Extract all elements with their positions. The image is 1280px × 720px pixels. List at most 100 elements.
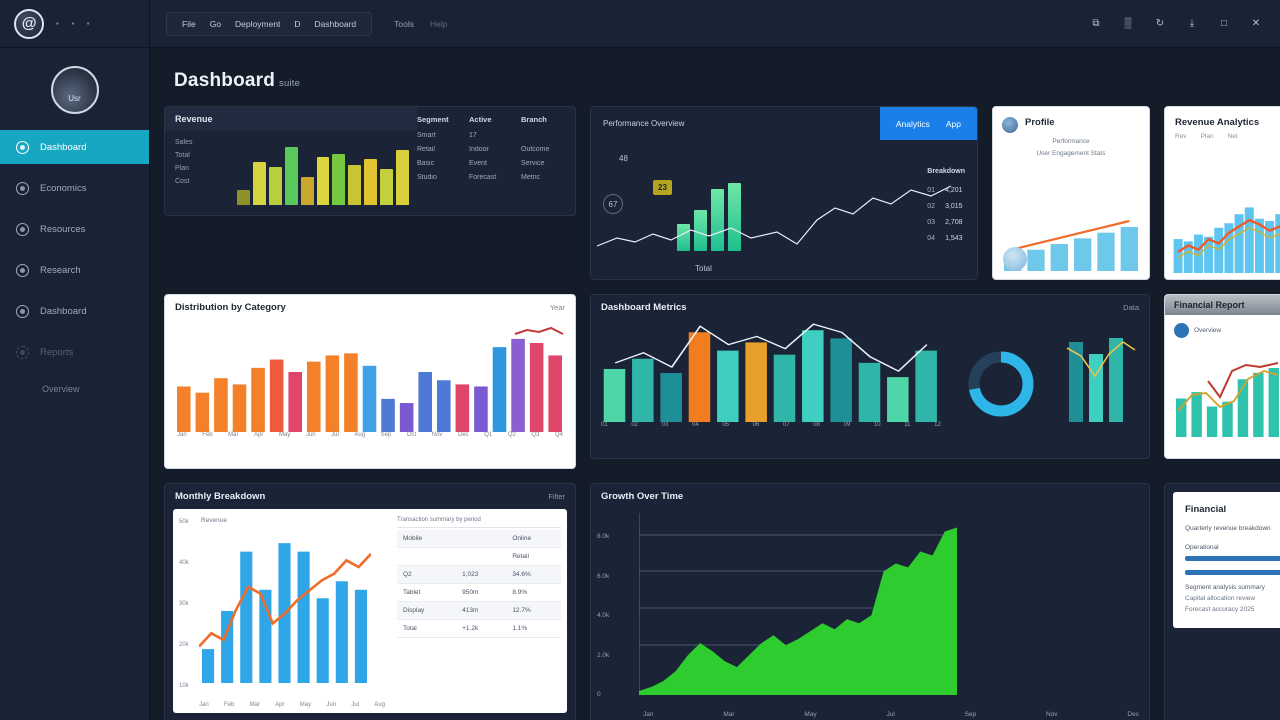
export-icon[interactable]: ⤓ bbox=[1189, 18, 1195, 29]
bar bbox=[1183, 241, 1193, 273]
breakdown-title: Monthly Breakdown bbox=[175, 491, 266, 502]
menu-item-deployment[interactable]: Deployment bbox=[235, 18, 281, 29]
table-row: Studio Forecast Metric bbox=[417, 174, 567, 181]
x-label: Dec bbox=[1127, 711, 1139, 718]
page-title: Dashboard suite bbox=[174, 70, 1262, 92]
x-label: 02 bbox=[631, 422, 639, 428]
table-row[interactable]: Tablet 950m 8.9% bbox=[397, 583, 561, 602]
profile-avatar-icon bbox=[1002, 117, 1018, 133]
menu-item-file[interactable]: File bbox=[182, 18, 196, 29]
growth-area-svg bbox=[639, 513, 957, 695]
breakdown-row: 04 1,543 bbox=[927, 235, 965, 242]
body-row: Usr Dashboard Economics Resources Resear… bbox=[0, 48, 1280, 720]
y-label: 50k bbox=[179, 519, 189, 525]
cell: Smart bbox=[417, 132, 436, 139]
x-label: 12 bbox=[934, 422, 941, 428]
cell: Outcome bbox=[521, 146, 550, 153]
progress-track-2 bbox=[1185, 570, 1280, 575]
x-label: 08 bbox=[813, 422, 820, 428]
menu-item-go[interactable]: Go bbox=[209, 18, 222, 29]
breakdown-chart-svg bbox=[199, 543, 371, 683]
bar bbox=[364, 158, 378, 205]
sidebar-item-dashboard[interactable]: Dashboard bbox=[0, 130, 149, 164]
tab-analytics[interactable]: Analytics bbox=[895, 118, 930, 129]
table-row[interactable]: Retail bbox=[397, 547, 561, 566]
bar bbox=[694, 209, 707, 251]
cell: 1,023 bbox=[456, 565, 507, 584]
bar bbox=[915, 350, 937, 422]
table-row[interactable]: Total +1.2k 1.1% bbox=[397, 619, 561, 638]
menu-item-dashboard[interactable]: Dashboard bbox=[314, 18, 357, 29]
refresh-icon[interactable]: ↻ bbox=[1155, 18, 1165, 29]
bar bbox=[396, 150, 409, 205]
report-badge-label: Overview bbox=[1194, 327, 1222, 334]
stat-panel-header: Revenue bbox=[165, 107, 417, 131]
bar bbox=[221, 610, 234, 683]
page-subtitle: suite bbox=[279, 78, 301, 89]
sidebar-item-economics[interactable]: Economics bbox=[0, 171, 149, 205]
bar bbox=[316, 156, 330, 205]
bar bbox=[1191, 392, 1202, 437]
bar bbox=[1214, 227, 1224, 273]
bar bbox=[232, 384, 247, 432]
report-bar-svg bbox=[1176, 362, 1279, 437]
bar bbox=[660, 373, 682, 422]
maximize-icon[interactable]: □ bbox=[1220, 18, 1228, 29]
brand-dots: ▪ ▪ ▪ bbox=[56, 19, 90, 28]
distribution-badge: Year bbox=[549, 303, 565, 312]
financial-report-header: Financial Report bbox=[1165, 295, 1280, 315]
bar bbox=[297, 551, 310, 683]
menu-item-tools[interactable]: Tools bbox=[394, 18, 414, 29]
tab-performance-overview[interactable]: Performance Overview bbox=[603, 119, 685, 128]
table-row[interactable]: Mobile Online bbox=[397, 530, 561, 548]
stat-panel-row-labels: Sales Total Plan Cost bbox=[175, 139, 193, 185]
table-row[interactable]: Display 413m 12.7% bbox=[397, 601, 561, 620]
menu-item-d[interactable]: D bbox=[294, 18, 301, 29]
bar bbox=[344, 353, 358, 432]
x-label: Jun bbox=[305, 432, 316, 438]
x-label: Oct bbox=[406, 432, 417, 438]
link-icon[interactable]: ⧉ bbox=[1092, 18, 1100, 29]
breakdown-title: Breakdown bbox=[927, 168, 965, 175]
growth-y-labels: 8.0k 6.0k 4.0k 2.0k 0 bbox=[597, 533, 609, 698]
tab-app[interactable]: App bbox=[945, 118, 961, 129]
x-label: Mar bbox=[723, 711, 735, 718]
close-icon[interactable]: ✕ bbox=[1251, 18, 1261, 29]
legend-item: Plan bbox=[1200, 133, 1214, 140]
bar bbox=[728, 183, 741, 251]
cell: +1.2k bbox=[456, 619, 507, 638]
info-footer-note: Q4 2025 bbox=[1165, 668, 1280, 682]
sidebar-item-dashboard-2[interactable]: Dashboard bbox=[0, 294, 149, 328]
bar bbox=[381, 398, 395, 432]
metrics-bar-svg-2 bbox=[1066, 338, 1136, 422]
sidebar-item-resources[interactable]: Resources bbox=[0, 212, 149, 246]
bar bbox=[252, 161, 266, 205]
sidebar-subitem-overview[interactable]: Overview bbox=[42, 384, 80, 394]
x-label: Jan bbox=[199, 702, 209, 708]
x-label: 04 bbox=[691, 422, 699, 428]
bar bbox=[745, 342, 767, 422]
distribution-title: Distribution by Category bbox=[175, 302, 286, 313]
yellow-bar-chart bbox=[237, 147, 409, 205]
sidebar-item-research[interactable]: Research bbox=[0, 253, 149, 287]
avatar[interactable]: Usr bbox=[50, 66, 99, 114]
info-line: Capital allocation review bbox=[1185, 595, 1256, 602]
x-label: 10 bbox=[873, 422, 881, 428]
table-row[interactable]: Q2 1,023 34.6% bbox=[397, 565, 561, 584]
bar bbox=[354, 589, 367, 683]
bar bbox=[858, 362, 881, 422]
x-label: Jan bbox=[643, 711, 654, 718]
grid-icon[interactable]: ▒ bbox=[1124, 18, 1132, 29]
sidebar-item-reports[interactable]: Reports bbox=[0, 335, 149, 369]
breakdown-y-labels: 50k 40k 30k 20k 10k bbox=[179, 519, 189, 689]
row-value: 1,543 bbox=[945, 235, 963, 242]
menu-item-help[interactable]: Help bbox=[429, 18, 448, 29]
profile-card-title: Profile bbox=[1025, 117, 1055, 128]
bar bbox=[1237, 379, 1249, 437]
bar bbox=[348, 165, 362, 205]
cell: Event bbox=[469, 160, 487, 167]
x-label: Aug bbox=[374, 702, 385, 708]
profile-line-1: Performance bbox=[1052, 138, 1090, 145]
bar bbox=[1224, 223, 1234, 273]
app-logo-icon[interactable]: @ bbox=[14, 8, 44, 39]
